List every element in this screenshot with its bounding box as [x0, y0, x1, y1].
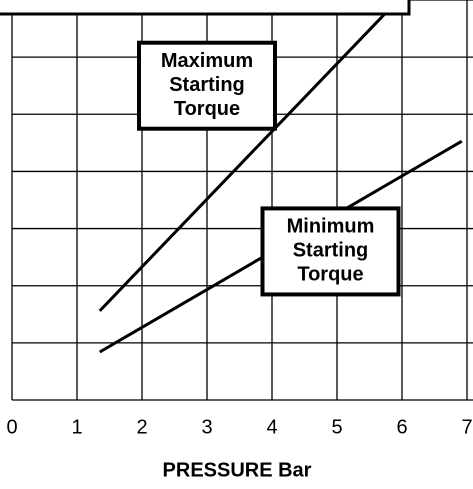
x-tick-label: 3 — [201, 416, 212, 438]
annotation-text: Maximum — [161, 50, 253, 72]
x-tick-label: 6 — [396, 416, 407, 438]
annotation-text: Torque — [174, 98, 240, 120]
x-tick-label: 1 — [71, 416, 82, 438]
annotation-text: Starting — [293, 240, 369, 262]
x-axis-label: PRESSURE Bar — [163, 459, 312, 481]
annotation-text: Torque — [297, 264, 363, 286]
x-tick-label: 5 — [331, 416, 342, 438]
x-tick-label: 0 — [6, 416, 17, 438]
legend-box — [0, 0, 411, 16]
x-tick-label: 2 — [136, 416, 147, 438]
annotation-box — [137, 40, 277, 131]
x-tick-label: 4 — [266, 416, 277, 438]
x-tick-label: 7 — [461, 416, 472, 438]
annotation-text: Starting — [169, 74, 245, 96]
annotation-text: Minimum — [287, 216, 375, 238]
annotation-box — [260, 206, 401, 297]
series-line — [98, 0, 400, 312]
